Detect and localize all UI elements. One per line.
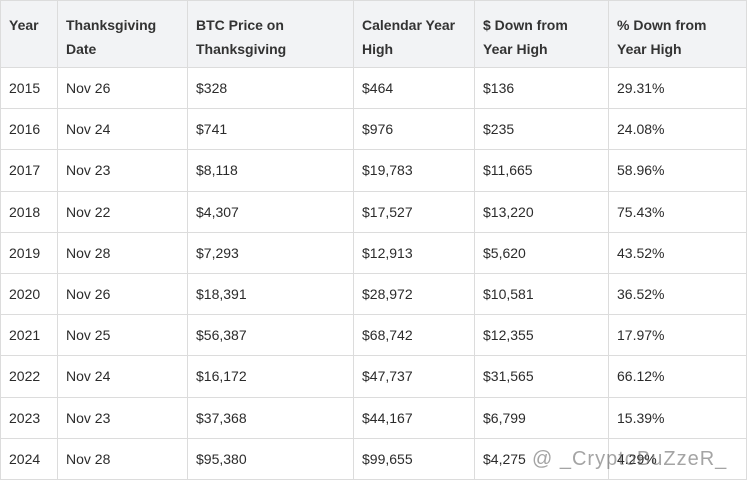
table-cell: 2015 bbox=[0, 66, 58, 110]
table-cell: $464 bbox=[353, 66, 475, 110]
watermark: @ _CryptoBuZzeR_ bbox=[532, 448, 728, 470]
table-body: 2015 Nov 26 $328 $464 $136 29.31% 2016 Nov 24 $7… bbox=[0, 66, 747, 480]
table-cell: $328 bbox=[187, 66, 354, 110]
table-row: 2021 Nov 25 $56,387 $68,742 $12,355 17.97% bbox=[0, 314, 747, 357]
table-cell: $976 bbox=[353, 108, 475, 151]
table-cell: $56,387 bbox=[187, 314, 354, 357]
table-cell: $10,581 bbox=[474, 272, 609, 316]
table-cell: Nov 28 bbox=[57, 231, 188, 274]
header-cell: % Down from Year High bbox=[608, 0, 747, 68]
table-cell: 2023 bbox=[0, 396, 58, 439]
table-cell: $13,220 bbox=[474, 190, 609, 233]
table-cell: 2022 bbox=[0, 355, 58, 398]
table-cell: $136 bbox=[474, 66, 609, 110]
table-cell: 4.29% bbox=[608, 437, 747, 480]
table-cell: $7,293 bbox=[187, 231, 354, 274]
table-cell: 2016 bbox=[0, 108, 58, 151]
table-cell: 2018 bbox=[0, 190, 58, 233]
table-cell: $99,655 bbox=[353, 437, 475, 480]
table-cell: 29.31% bbox=[608, 66, 747, 110]
table-row: 2020 Nov 26 $18,391 $28,972 $10,581 36.52% bbox=[0, 272, 747, 316]
table-row: 2015 Nov 26 $328 $464 $136 29.31% bbox=[0, 66, 747, 110]
table-cell: $31,565 bbox=[474, 355, 609, 398]
table-cell: $6,799 bbox=[474, 396, 609, 439]
table-row: 2024 Nov 28 $95,380 $99,655 $4,275 4.29% bbox=[0, 437, 747, 480]
table-cell: $16,172 bbox=[187, 355, 354, 398]
table-cell: 2017 bbox=[0, 149, 58, 192]
table-cell: 2019 bbox=[0, 231, 58, 274]
table-cell: Nov 26 bbox=[57, 272, 188, 316]
table-cell: $18,391 bbox=[187, 272, 354, 316]
table-cell: $12,913 bbox=[353, 231, 475, 274]
table-cell: $19,783 bbox=[353, 149, 475, 192]
table-cell: $741 bbox=[187, 108, 354, 151]
table-cell: Nov 26 bbox=[57, 66, 188, 110]
table-cell: $44,167 bbox=[353, 396, 475, 439]
table-row: 2022 Nov 24 $16,172 $47,737 $31,565 66.12% bbox=[0, 355, 747, 398]
table-cell: 2021 bbox=[0, 314, 58, 357]
table-cell: 15.39% bbox=[608, 396, 747, 439]
table-cell: Nov 28 bbox=[57, 437, 188, 480]
table-cell: Nov 23 bbox=[57, 396, 188, 439]
table-cell: 2020 bbox=[0, 272, 58, 316]
header-row: Year Thanksgiving Date BTC Price on Thanks… bbox=[0, 0, 747, 68]
table-cell: $28,972 bbox=[353, 272, 475, 316]
table-cell: 58.96% bbox=[608, 149, 747, 192]
table-cell: $4,307 bbox=[187, 190, 354, 233]
table-cell: $12,355 bbox=[474, 314, 609, 357]
table-cell: 75.43% bbox=[608, 190, 747, 233]
table-cell: $235 bbox=[474, 108, 609, 151]
table-row: 2019 Nov 28 $7,293 $12,913 $5,620 43.52% bbox=[0, 231, 747, 274]
table-cell: 24.08% bbox=[608, 108, 747, 151]
table-cell: 66.12% bbox=[608, 355, 747, 398]
table-cell: Nov 24 bbox=[57, 355, 188, 398]
table-cell: Nov 23 bbox=[57, 149, 188, 192]
table-cell: $47,737 bbox=[353, 355, 475, 398]
header-cell: Thanksgiving Date bbox=[57, 0, 188, 68]
table-cell: $8,118 bbox=[187, 149, 354, 192]
table-cell: Nov 25 bbox=[57, 314, 188, 357]
table-cell: $37,368 bbox=[187, 396, 354, 439]
table-cell: 2024 bbox=[0, 437, 58, 480]
table-cell: $11,665 bbox=[474, 149, 609, 192]
header-cell: $ Down from Year High bbox=[474, 0, 609, 68]
table-row: 2017 Nov 23 $8,118 $19,783 $11,665 58.96% bbox=[0, 149, 747, 192]
table-cell: $95,380 bbox=[187, 437, 354, 480]
table-cell: 17.97% bbox=[608, 314, 747, 357]
header-cell: Year bbox=[0, 0, 58, 68]
table-cell: $17,527 bbox=[353, 190, 475, 233]
table-row: 2023 Nov 23 $37,368 $44,167 $6,799 15.39% bbox=[0, 396, 747, 439]
table-cell: $68,742 bbox=[353, 314, 475, 357]
table-cell: Nov 24 bbox=[57, 108, 188, 151]
table-cell: Nov 22 bbox=[57, 190, 188, 233]
header-cell: BTC Price on Thanksgiving bbox=[187, 0, 354, 68]
table-cell: 43.52% bbox=[608, 231, 747, 274]
table-row: 2016 Nov 24 $741 $976 $235 24.08% bbox=[0, 108, 747, 151]
table-cell: $5,620 bbox=[474, 231, 609, 274]
header-cell: Calendar Year High bbox=[353, 0, 475, 68]
table-cell: 36.52% bbox=[608, 272, 747, 316]
table-row: 2018 Nov 22 $4,307 $17,527 $13,220 75.43% bbox=[0, 190, 747, 233]
